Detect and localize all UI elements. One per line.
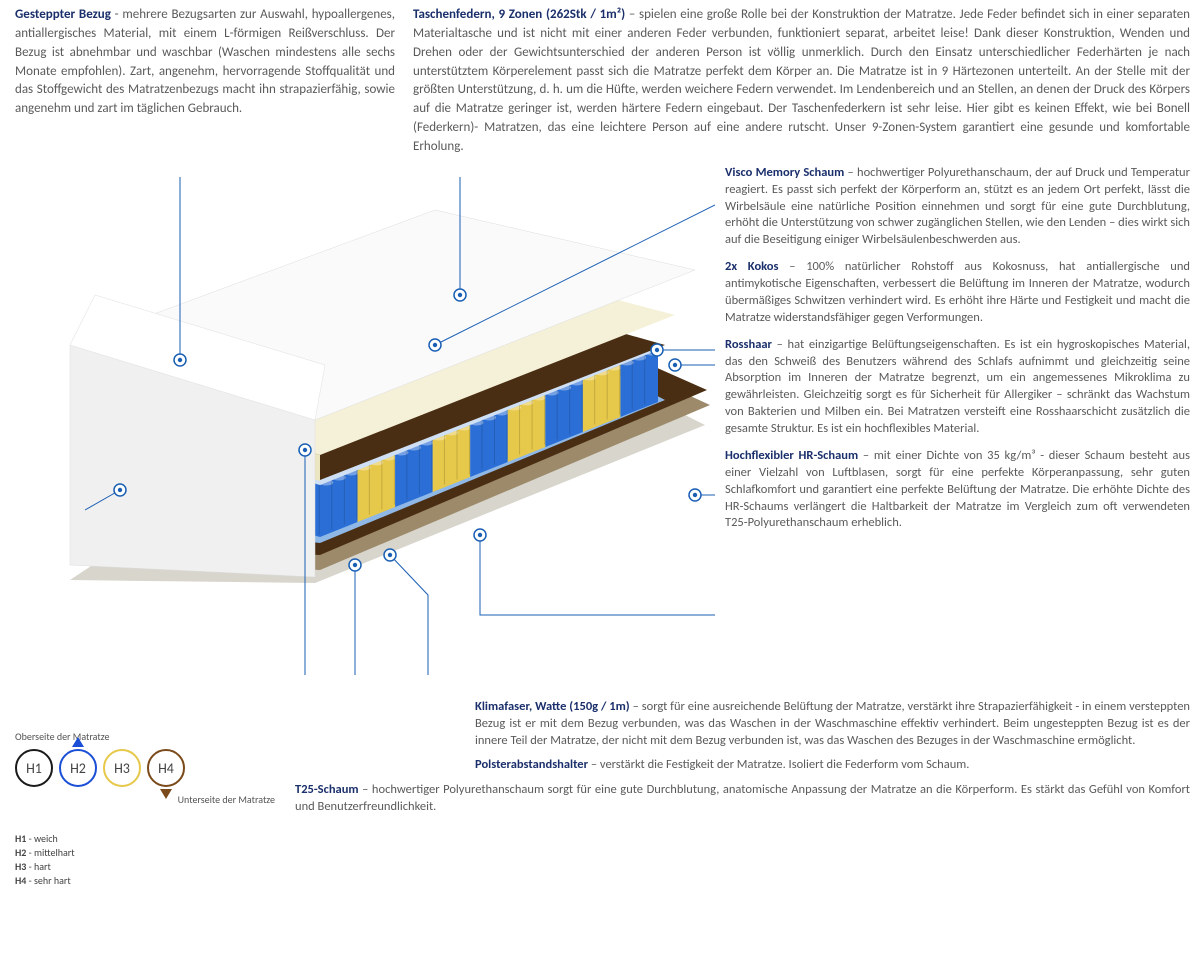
layer-descriptions: Visco Memory Schaum – hochwertiger Polyu…: [725, 165, 1190, 689]
hardness-h3: H3: [103, 749, 141, 787]
hardness-h2: H2: [59, 749, 97, 787]
cover-body: - mehrere Bezugsarten zur Auswahl, hypoa…: [15, 7, 395, 116]
entry-kokos: 2x Kokos – 100% natürlicher Rohstoff aus…: [725, 259, 1190, 327]
hardness-h1: H1: [15, 749, 53, 787]
mattress-diagram: [15, 165, 715, 689]
cover-title: Gesteppter Bezug: [15, 7, 111, 22]
hardness-legend: Oberseite der Matratze H1H2H3H4 Untersei…: [15, 730, 275, 888]
hardness-circles: H1H2H3H4: [15, 749, 275, 787]
entry-hr: Hochflexibler HR-Schaum – mit einer Dich…: [725, 448, 1190, 532]
hardness-bottom-label: Unterseite der Matratze: [15, 793, 275, 806]
hardness-h4: H4: [147, 749, 185, 787]
entry-rosshaar: Rosshaar – hat einzigartige Belüftungsei…: [725, 337, 1190, 438]
entry-t25: T25-Schaum – hochwertiger Polyurethansch…: [295, 782, 1190, 816]
cover-description: Gesteppter Bezug - mehrere Bezugsarten z…: [15, 6, 395, 157]
springs-title: Taschenfedern, 9 Zonen (262Stk / 1m²): [413, 7, 625, 22]
entry-visco: Visco Memory Schaum – hochwertiger Polyu…: [725, 165, 1190, 249]
hardness-key: H1 - weichH2 - mittelhartH3 - hartH4 - s…: [15, 832, 275, 888]
springs-description: Taschenfedern, 9 Zonen (262Stk / 1m²) – …: [413, 6, 1190, 157]
mattress-svg: [15, 165, 715, 685]
springs-body: – spielen eine große Rolle bei der Konst…: [413, 7, 1190, 154]
hardness-top-label: Oberseite der Matratze: [15, 730, 275, 743]
entry-polster: Polsterabstandshalter – verstärkt die Fe…: [475, 757, 1190, 774]
entry-klima: Klimafaser, Watte (150g / 1m) – sorgt fü…: [475, 699, 1190, 750]
top-descriptions: Gesteppter Bezug - mehrere Bezugsarten z…: [0, 0, 1200, 165]
